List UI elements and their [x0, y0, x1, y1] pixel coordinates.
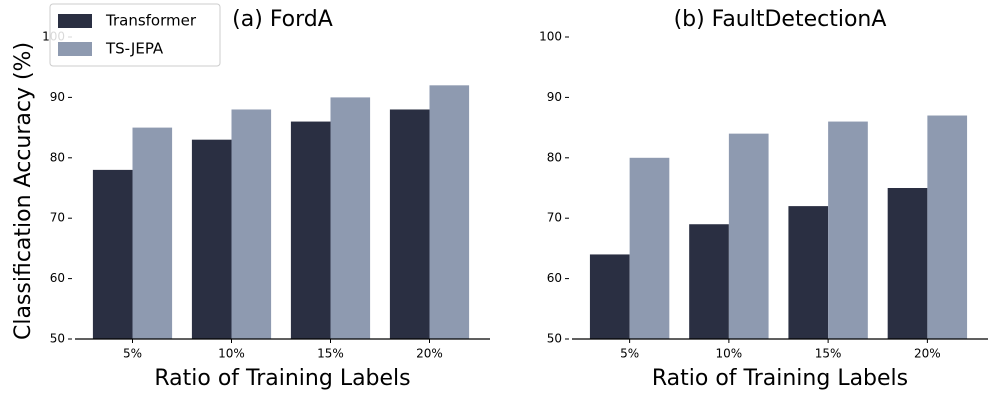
bar: [828, 121, 868, 339]
chart-title: (b) FaultDetectionA: [674, 7, 887, 32]
bar: [927, 115, 968, 340]
bar: [132, 127, 173, 339]
y-tick-label: 90: [50, 90, 65, 104]
x-tick-label: 20%: [914, 347, 941, 361]
y-tick-label: 80: [50, 150, 65, 164]
legend-label: TS-JEPA: [105, 40, 164, 58]
y-tick-label: 90: [547, 90, 562, 104]
y-tick-label: 70: [547, 211, 562, 225]
legend-swatch: [58, 42, 92, 56]
x-tick-label: 5%: [123, 347, 142, 361]
bar: [429, 85, 470, 339]
bar: [231, 109, 272, 339]
x-axis-label: Ratio of Training Labels: [652, 366, 908, 391]
bar: [689, 224, 729, 339]
bar: [191, 139, 232, 339]
x-axis-label: Ratio of Training Labels: [154, 366, 410, 391]
bar: [788, 206, 829, 339]
x-tick-label: 15%: [815, 347, 842, 361]
bar: [389, 109, 430, 339]
x-tick-label: 15%: [317, 347, 344, 361]
x-tick-label: 5%: [620, 347, 639, 361]
bar: [887, 188, 928, 339]
y-tick-label: 60: [547, 271, 562, 285]
y-tick-label: 60: [50, 271, 65, 285]
bar: [589, 254, 630, 339]
y-tick-label: 50: [547, 332, 562, 346]
y-tick-label: 70: [50, 211, 65, 225]
y-tick-label: 50: [50, 332, 65, 346]
bar: [629, 157, 670, 339]
y-tick-label: 100: [539, 30, 562, 44]
legend-swatch: [58, 14, 92, 28]
chart-title: (a) FordA: [232, 7, 333, 32]
bar: [290, 121, 331, 339]
legend-label: Transformer: [105, 12, 197, 30]
x-tick-label: 10%: [218, 347, 245, 361]
bar: [330, 97, 371, 340]
y-axis-label: Classification Accuracy (%): [11, 42, 36, 340]
y-tick-label: 80: [547, 150, 562, 164]
bar: [92, 169, 133, 339]
x-tick-label: 20%: [416, 347, 443, 361]
legend-box: [49, 3, 221, 67]
x-tick-label: 10%: [716, 347, 743, 361]
bar: [728, 133, 769, 339]
